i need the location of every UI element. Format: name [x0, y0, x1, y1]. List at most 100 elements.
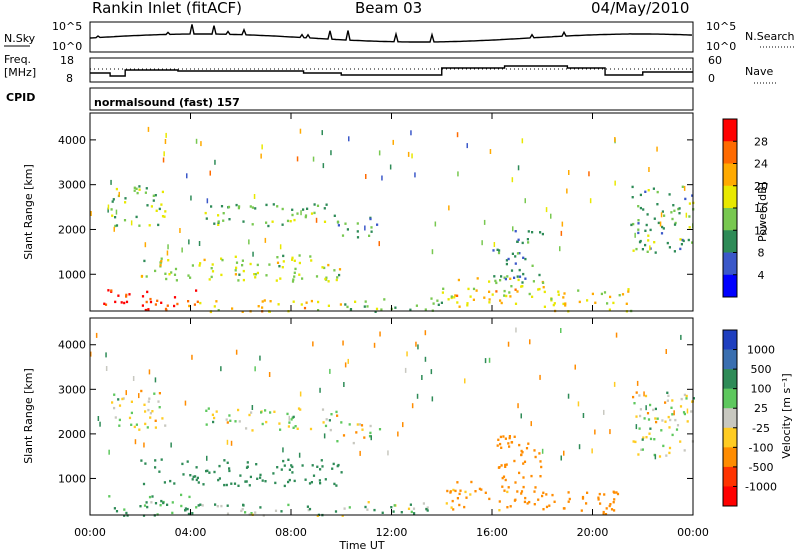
- range-gate-cell: [610, 508, 614, 511]
- range-gate-cell: [411, 153, 413, 159]
- range-gate-cell: [612, 501, 615, 504]
- range-gate-cell: [234, 269, 237, 272]
- range-gate-cell: [132, 376, 135, 381]
- range-gate-cell: [603, 493, 606, 496]
- range-gate-cell: [254, 276, 257, 279]
- range-gate-cell: [457, 278, 460, 282]
- range-gate-cell: [414, 172, 416, 178]
- range-gate-cell: [291, 213, 294, 217]
- range-gate-cell: [425, 508, 428, 511]
- range-gate-cell: [563, 292, 566, 295]
- range-gate-cell: [364, 225, 366, 231]
- velocity-colorbar: 1000 500 100 25 -25 -100 -500 -1000: [722, 329, 777, 507]
- range-gate-cell: [655, 420, 658, 424]
- range-gate-cell: [531, 295, 534, 298]
- noise-right-tick-bottom: 10^0: [706, 40, 736, 53]
- range-gate-cell: [670, 406, 673, 409]
- range-gate-cell: [557, 293, 560, 296]
- range-gate-cell: [313, 211, 316, 215]
- cpid-label: CPID: [6, 91, 35, 104]
- range-gate-cell: [530, 474, 533, 478]
- range-gate-cell: [205, 409, 208, 412]
- range-gate-cell: [291, 471, 294, 474]
- range-gate-cell: [517, 238, 520, 241]
- range-gate-cell: [228, 414, 231, 417]
- range-gate-cell: [668, 446, 672, 450]
- range-gate-cell: [647, 189, 650, 192]
- range-gate-cell: [434, 221, 437, 227]
- velocity-panel: 1000 2000 3000 4000 Slant Range [km] 1000 50…: [22, 317, 793, 517]
- range-gate-cell: [140, 274, 144, 278]
- range-gate-cell: [364, 505, 367, 509]
- range-gate-cell: [521, 241, 524, 245]
- range-gate-cell: [614, 137, 616, 142]
- range-gate-cell: [189, 276, 192, 279]
- range-gate-cell: [514, 255, 517, 258]
- range-gate-cell: [507, 442, 510, 445]
- range-gate-cell: [149, 300, 153, 304]
- range-gate-cell: [279, 428, 282, 431]
- range-gate-cell: [491, 293, 494, 296]
- range-gate-cell: [513, 276, 516, 279]
- range-gate-cell: [293, 479, 296, 483]
- range-gate-cell: [543, 305, 546, 308]
- range-gate-cell: [152, 194, 155, 197]
- range-gate-cell: [113, 406, 116, 410]
- range-gate-cell: [665, 454, 668, 457]
- range-gate-cell: [110, 208, 113, 211]
- range-gate-cell: [160, 458, 163, 461]
- range-gate-cell: [518, 252, 521, 255]
- range-gate-cell: [234, 420, 237, 423]
- range-gate-cell: [265, 274, 268, 277]
- range-gate-cell: [552, 303, 555, 307]
- range-gate-cell: [656, 190, 659, 194]
- freq-unit-label: [MHz]: [4, 66, 36, 79]
- range-gate-cell: [604, 513, 608, 516]
- range-gate-cell: [504, 437, 507, 440]
- range-gate-cell: [237, 279, 240, 282]
- range-gate-cell: [156, 299, 159, 302]
- freq-panel-frame: [89, 57, 694, 83]
- range-gate-cell: [148, 369, 151, 375]
- range-gate-cell: [115, 224, 119, 227]
- range-gate-cell: [354, 300, 357, 303]
- colorbar-swatch: [723, 119, 737, 142]
- range-gate-cell: [118, 418, 121, 422]
- beam-title: Beam 03: [355, 0, 422, 17]
- range-gate-cell: [250, 512, 253, 515]
- range-gate-cell: [281, 207, 284, 211]
- range-gate-cell: [110, 179, 112, 185]
- range-gate-cell: [654, 417, 657, 420]
- range-gate-cell: [369, 431, 372, 435]
- range-gate-cell: [501, 476, 504, 480]
- range-gate-cell: [484, 491, 487, 494]
- range-gate-cell: [390, 506, 393, 509]
- range-gate-cell: [503, 294, 506, 297]
- range-gate-cell: [602, 510, 605, 514]
- range-gate-cell: [609, 295, 612, 299]
- range-gate-cell: [602, 512, 605, 516]
- range-gate-cell: [191, 478, 194, 481]
- range-gate-cell: [521, 451, 524, 454]
- range-gate-cell: [256, 477, 259, 480]
- range-gate-cell: [407, 151, 410, 157]
- range-gate-cell: [281, 266, 284, 269]
- range-gate-cell: [151, 410, 154, 413]
- range-gate-cell: [118, 191, 120, 197]
- range-gate-cell: [298, 452, 301, 458]
- range-gate-cell: [318, 479, 321, 482]
- range-gate-cell: [631, 185, 634, 189]
- range-gate-cell: [539, 374, 541, 380]
- range-gate-cell: [456, 294, 459, 297]
- range-gate-cell: [190, 195, 192, 201]
- range-gate-cell: [518, 443, 521, 447]
- range-gate-cell: [507, 257, 510, 261]
- range-gate-cell: [531, 264, 534, 267]
- range-gate-cell: [259, 473, 262, 477]
- range-gate-cell: [520, 413, 522, 419]
- range-gate-cell: [643, 391, 645, 397]
- range-gate-cell: [115, 209, 118, 215]
- range-gate-cell: [291, 280, 295, 283]
- range-gate-cell: [426, 506, 429, 509]
- x-tick-label: 00:00: [74, 526, 106, 539]
